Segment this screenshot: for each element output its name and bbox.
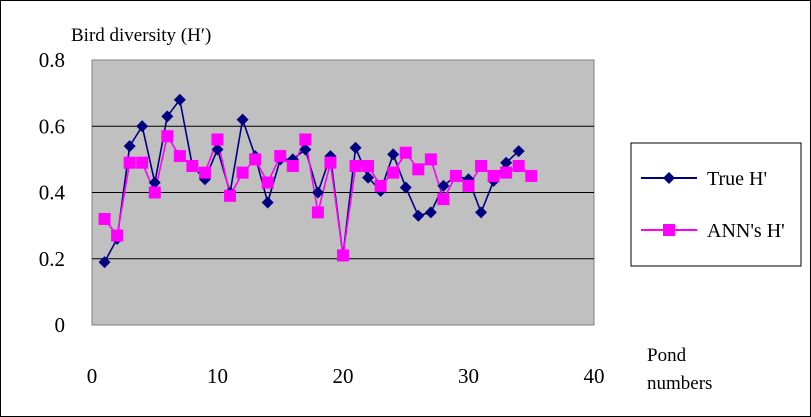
x-tick-label: 30 — [458, 364, 479, 388]
data-point-ann-h — [349, 160, 362, 172]
x-axis-title-line-1: Pond — [647, 345, 687, 366]
data-point-ann-h — [512, 160, 525, 172]
data-point-ann-h — [475, 160, 488, 172]
data-point-ann-h — [161, 130, 174, 143]
y-axis-title: Bird diversity (H′) — [71, 25, 211, 46]
data-point-ann-h — [412, 163, 425, 176]
data-point-ann-h — [261, 176, 274, 189]
data-point-true-h — [261, 196, 274, 209]
x-tick-label: 20 — [333, 364, 354, 388]
data-point-true-h — [236, 113, 249, 126]
data-point-ann-h — [198, 166, 211, 179]
data-point-true-h — [123, 140, 136, 153]
data-point-ann-h — [324, 156, 337, 169]
data-point-true-h — [161, 110, 174, 123]
tick-labels: 0 0.2 0.4 0.6 0.8 0 10 20 30 40 — [39, 48, 605, 388]
data-point-true-h — [512, 145, 525, 158]
data-point-ann-h — [424, 153, 437, 166]
data-point-ann-h — [299, 133, 312, 146]
series-layer — [98, 93, 538, 269]
data-point-ann-h — [362, 160, 375, 172]
data-point-ann-h — [437, 193, 450, 206]
data-point-true-h — [311, 186, 324, 199]
data-point-ann-h — [173, 150, 186, 163]
data-point-ann-h — [487, 169, 500, 182]
legend-marker-ann-h — [663, 224, 675, 236]
data-point-ann-h — [525, 169, 538, 182]
y-tick-label: 0.2 — [39, 247, 65, 271]
data-point-ann-h — [311, 206, 324, 219]
data-point-ann-h — [148, 186, 161, 199]
legend-label-true-h: True H' — [707, 168, 767, 190]
x-axis-title-line-2: numbers — [647, 373, 712, 394]
data-point-ann-h — [186, 160, 199, 172]
series-line-true-h — [103, 97, 520, 263]
x-tick-label: 10 — [207, 364, 228, 388]
data-point-ann-h — [500, 166, 513, 179]
y-tick-label: 0 — [55, 313, 66, 337]
legend-marker-true-h — [663, 172, 675, 184]
data-point-true-h — [424, 206, 437, 219]
x-tick-label: 0 — [87, 364, 98, 388]
y-tick-label: 0.8 — [39, 48, 65, 72]
data-point-ann-h — [399, 146, 412, 159]
data-point-true-h — [475, 206, 488, 219]
data-point-ann-h — [274, 150, 287, 163]
data-point-ann-h — [111, 229, 124, 242]
data-point-ann-h — [236, 166, 249, 179]
data-point-true-h — [349, 141, 362, 154]
data-point-ann-h — [98, 213, 111, 225]
data-point-ann-h — [449, 169, 462, 182]
legend-box — [630, 142, 802, 267]
data-point-ann-h — [123, 156, 136, 169]
legend: True H' ANN's H' — [630, 142, 802, 267]
data-point-true-h — [136, 120, 149, 133]
data-point-true-h — [387, 148, 400, 161]
data-point-ann-h — [337, 249, 349, 262]
data-point-ann-h — [462, 179, 475, 192]
legend-label-ann-h: ANN's H' — [707, 220, 785, 242]
data-point-true-h — [362, 171, 375, 184]
data-point-true-h — [399, 181, 412, 194]
data-point-true-h — [173, 93, 186, 106]
data-point-true-h — [437, 179, 450, 192]
data-point-ann-h — [387, 166, 400, 179]
data-point-true-h — [148, 176, 161, 189]
data-point-ann-h — [286, 160, 299, 172]
y-tick-label: 0.6 — [39, 114, 65, 138]
data-point-ann-h — [136, 156, 149, 169]
x-tick-label: 40 — [584, 364, 605, 388]
data-point-true-h — [500, 156, 513, 169]
y-tick-label: 0.4 — [39, 181, 66, 205]
data-point-true-h — [412, 209, 425, 222]
data-point-true-h — [98, 256, 111, 269]
data-point-true-h — [299, 143, 312, 156]
data-point-ann-h — [211, 133, 224, 146]
data-point-true-h — [211, 143, 224, 156]
data-point-ann-h — [249, 153, 262, 166]
data-point-ann-h — [374, 179, 387, 192]
data-point-ann-h — [224, 189, 237, 202]
